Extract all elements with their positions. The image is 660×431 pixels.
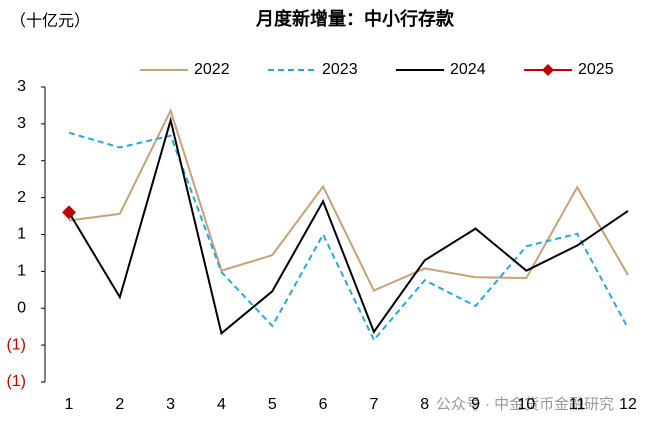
legend-label: 2024 [450,61,486,78]
x-tick-label: 8 [420,396,429,413]
y-tick-label: 1 [17,226,26,243]
x-tick-label: 12 [619,396,637,413]
series-line [68,107,629,292]
x-tick-label: 1 [65,396,74,413]
x-tick-label: 4 [217,396,226,413]
legend-label: 2022 [194,61,230,78]
y-tick-label: 1 [17,263,26,280]
series-line [68,116,629,336]
legend-label: 2025 [578,61,614,78]
legend-label: 2023 [322,61,358,78]
y-tick-label: 2 [17,189,26,206]
y-tick-label: (1) [6,336,26,353]
x-tick-label: 9 [471,396,480,413]
legend-marker [542,64,554,76]
chart-title: 月度新增量：中小行存款 [255,8,455,29]
watermark: 公众号 · 中金货币金融研究 [436,396,614,413]
x-tick-label: 3 [166,396,175,413]
x-tick-label: 6 [319,396,328,413]
y-tick-label: 3 [17,115,26,132]
unit-label: （十亿元） [10,12,90,30]
x-tick-label: 5 [268,396,277,413]
y-tick-label: 0 [17,299,26,316]
x-tick-label: 2 [115,396,124,413]
x-tick-label: 10 [517,396,535,413]
x-tick-label: 7 [369,396,378,413]
marker [62,205,76,220]
y-tick-label: 2 [17,152,26,169]
x-tick-label: 11 [569,396,586,413]
y-tick-label: (1) [6,373,26,390]
y-tick-label: 3 [17,78,26,95]
